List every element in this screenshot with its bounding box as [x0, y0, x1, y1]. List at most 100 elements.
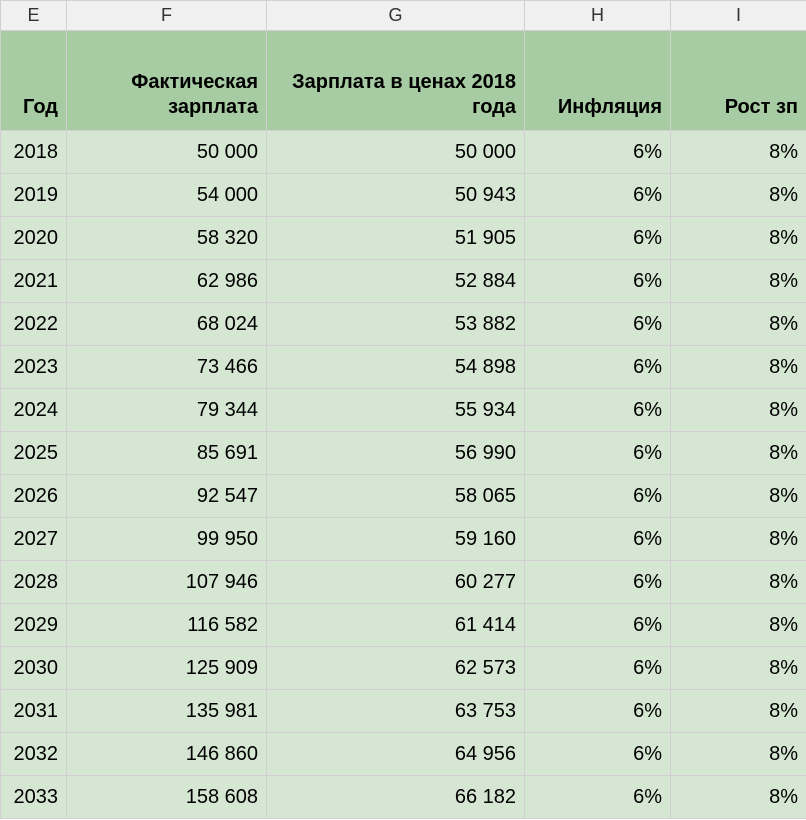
cell-h[interactable]: 6% — [525, 475, 671, 518]
cell-g[interactable]: 63 753 — [267, 690, 525, 733]
cell-e[interactable]: 2021 — [1, 260, 67, 303]
cell-f[interactable]: 62 986 — [67, 260, 267, 303]
column-letter[interactable]: G — [267, 1, 525, 31]
cell-g[interactable]: 61 414 — [267, 604, 525, 647]
header-actual[interactable]: Фактическая зарплата — [67, 31, 267, 131]
cell-h[interactable]: 6% — [525, 518, 671, 561]
cell-e[interactable]: 2022 — [1, 303, 67, 346]
header-year[interactable]: Год — [1, 31, 67, 131]
cell-g[interactable]: 60 277 — [267, 561, 525, 604]
cell-e[interactable]: 2018 — [1, 131, 67, 174]
cell-g[interactable]: 54 898 — [267, 346, 525, 389]
cell-e[interactable]: 2032 — [1, 733, 67, 776]
cell-h[interactable]: 6% — [525, 346, 671, 389]
cell-h[interactable]: 6% — [525, 690, 671, 733]
cell-f[interactable]: 116 582 — [67, 604, 267, 647]
cell-h[interactable]: 6% — [525, 174, 671, 217]
cell-e[interactable]: 2031 — [1, 690, 67, 733]
table-row: 2030125 90962 5736%8% — [1, 647, 806, 690]
cell-e[interactable]: 2026 — [1, 475, 67, 518]
cell-i[interactable]: 8% — [671, 690, 806, 733]
cell-e[interactable]: 2033 — [1, 776, 67, 819]
cell-e[interactable]: 2025 — [1, 432, 67, 475]
cell-f[interactable]: 158 608 — [67, 776, 267, 819]
cell-f[interactable]: 58 320 — [67, 217, 267, 260]
cell-e[interactable]: 2024 — [1, 389, 67, 432]
cell-h[interactable]: 6% — [525, 604, 671, 647]
cell-i[interactable]: 8% — [671, 647, 806, 690]
table-row: 201954 00050 9436%8% — [1, 174, 806, 217]
cell-g[interactable]: 62 573 — [267, 647, 525, 690]
cell-f[interactable]: 54 000 — [67, 174, 267, 217]
cell-f[interactable]: 68 024 — [67, 303, 267, 346]
cell-g[interactable]: 50 943 — [267, 174, 525, 217]
cell-i[interactable]: 8% — [671, 432, 806, 475]
cell-f[interactable]: 146 860 — [67, 733, 267, 776]
cell-i[interactable]: 8% — [671, 518, 806, 561]
cell-h[interactable]: 6% — [525, 217, 671, 260]
cell-i[interactable]: 8% — [671, 389, 806, 432]
cell-f[interactable]: 50 000 — [67, 131, 267, 174]
cell-i[interactable]: 8% — [671, 733, 806, 776]
cell-i[interactable]: 8% — [671, 217, 806, 260]
cell-i[interactable]: 8% — [671, 776, 806, 819]
header-growth[interactable]: Рост зп — [671, 31, 806, 131]
column-letter[interactable]: I — [671, 1, 806, 31]
cell-g[interactable]: 66 182 — [267, 776, 525, 819]
cell-f[interactable]: 99 950 — [67, 518, 267, 561]
cell-i[interactable]: 8% — [671, 303, 806, 346]
cell-f[interactable]: 79 344 — [67, 389, 267, 432]
cell-e[interactable]: 2029 — [1, 604, 67, 647]
cell-f[interactable]: 135 981 — [67, 690, 267, 733]
cell-e[interactable]: 2030 — [1, 647, 67, 690]
cell-h[interactable]: 6% — [525, 776, 671, 819]
cell-i[interactable]: 8% — [671, 260, 806, 303]
cell-h[interactable]: 6% — [525, 260, 671, 303]
cell-h[interactable]: 6% — [525, 561, 671, 604]
cell-e[interactable]: 2020 — [1, 217, 67, 260]
cell-f[interactable]: 92 547 — [67, 475, 267, 518]
cell-i[interactable]: 8% — [671, 475, 806, 518]
cell-h[interactable]: 6% — [525, 733, 671, 776]
cell-e[interactable]: 2019 — [1, 174, 67, 217]
column-letter[interactable]: H — [525, 1, 671, 31]
table-row: 2032146 86064 9566%8% — [1, 733, 806, 776]
cell-e[interactable]: 2027 — [1, 518, 67, 561]
column-letter[interactable]: E — [1, 1, 67, 31]
cell-g[interactable]: 52 884 — [267, 260, 525, 303]
cell-h[interactable]: 6% — [525, 131, 671, 174]
table-row: 202162 98652 8846%8% — [1, 260, 806, 303]
cell-f[interactable]: 85 691 — [67, 432, 267, 475]
cell-i[interactable]: 8% — [671, 174, 806, 217]
cell-i[interactable]: 8% — [671, 346, 806, 389]
cell-i[interactable]: 8% — [671, 561, 806, 604]
cell-g[interactable]: 55 934 — [267, 389, 525, 432]
column-letter[interactable]: F — [67, 1, 267, 31]
cell-e[interactable]: 2023 — [1, 346, 67, 389]
header-real2018[interactable]: Зарплата в ценах 2018 года — [267, 31, 525, 131]
cell-f[interactable]: 125 909 — [67, 647, 267, 690]
cell-g[interactable]: 64 956 — [267, 733, 525, 776]
table-row: 201850 00050 0006%8% — [1, 131, 806, 174]
cell-g[interactable]: 56 990 — [267, 432, 525, 475]
cell-g[interactable]: 50 000 — [267, 131, 525, 174]
cell-h[interactable]: 6% — [525, 432, 671, 475]
cell-i[interactable]: 8% — [671, 131, 806, 174]
header-inflation[interactable]: Инфляция — [525, 31, 671, 131]
cell-i[interactable]: 8% — [671, 604, 806, 647]
cell-e[interactable]: 2028 — [1, 561, 67, 604]
cell-h[interactable]: 6% — [525, 303, 671, 346]
cell-h[interactable]: 6% — [525, 647, 671, 690]
table-row: 202373 46654 8986%8% — [1, 346, 806, 389]
cell-g[interactable]: 53 882 — [267, 303, 525, 346]
cell-f[interactable]: 107 946 — [67, 561, 267, 604]
cell-g[interactable]: 59 160 — [267, 518, 525, 561]
table-body: 201850 00050 0006%8%201954 00050 9436%8%… — [1, 131, 806, 819]
cell-h[interactable]: 6% — [525, 389, 671, 432]
cell-g[interactable]: 58 065 — [267, 475, 525, 518]
table-row: 2031135 98163 7536%8% — [1, 690, 806, 733]
cell-g[interactable]: 51 905 — [267, 217, 525, 260]
table-row: 2033158 60866 1826%8% — [1, 776, 806, 819]
cell-f[interactable]: 73 466 — [67, 346, 267, 389]
table-row: 202585 69156 9906%8% — [1, 432, 806, 475]
